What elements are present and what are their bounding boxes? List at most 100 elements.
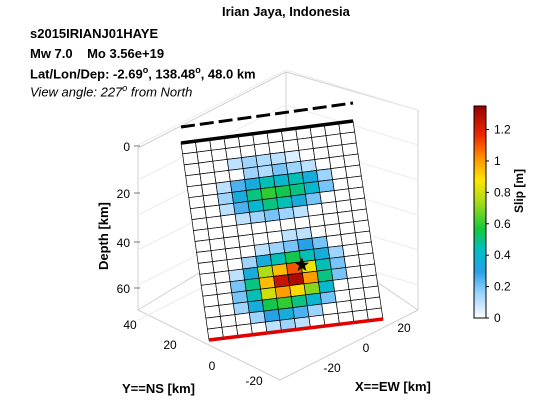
slip-cell: [296, 137, 314, 151]
slip-cell: [279, 217, 297, 232]
slip-cell: [244, 177, 262, 191]
slip-cell: [199, 272, 217, 286]
slip-cell: [268, 241, 286, 255]
slip-cell: [282, 138, 300, 153]
slip-cell: [216, 292, 234, 306]
slip-cell: [304, 192, 322, 206]
slip-cell: [328, 155, 346, 169]
location-line: Lat/Lon/Dep: -2.69o, 138.48o, 48.0 km: [30, 65, 256, 81]
slip-cell: [183, 162, 201, 177]
slip-cell: [293, 215, 311, 230]
slip-cell: [314, 257, 332, 272]
slip-cell: [223, 235, 241, 250]
slip-cell: [335, 300, 353, 314]
slip-cell: [340, 232, 358, 246]
slip-cell: [303, 281, 321, 296]
slip-cell: [258, 175, 276, 190]
slip-cell: [351, 208, 369, 223]
colorbar-tick-label: 1.2: [494, 123, 511, 137]
colorbar: 0 0.2 0.4 0.6 0.8 1 1.2: [473, 105, 511, 325]
slip-cell: [303, 181, 321, 195]
slip-cell: [255, 153, 273, 168]
lon-degree: o: [195, 65, 201, 75]
slip-cell: [185, 173, 202, 188]
slip-cell: [358, 252, 376, 267]
lat-value: Lat/Lon/Dep: -2.69: [30, 66, 143, 82]
slip-cell: [255, 254, 273, 268]
slip-cell: [271, 162, 289, 177]
slip-cell: [327, 144, 344, 158]
lat-degree: o: [142, 65, 149, 75]
slip-cell: [263, 308, 281, 323]
slip-cell: [284, 149, 302, 164]
slip-cell: [207, 226, 225, 241]
slip-cell: [196, 250, 213, 264]
lon-value: , 138.48: [148, 66, 196, 82]
slip-cell: [261, 297, 279, 312]
slip-cell: [302, 270, 319, 285]
slip-cell: [260, 186, 278, 200]
slip-cell: [346, 276, 364, 290]
colorbar-tick-label: 0.6: [494, 217, 511, 231]
slip-cell: [363, 285, 381, 300]
slip-cell: [252, 232, 270, 246]
slip-cell: [297, 237, 314, 252]
slip-cell: [182, 151, 199, 166]
slip-cell: [247, 199, 265, 213]
depth-axis-label: Depth [km]: [96, 202, 111, 270]
slip-cell: [285, 160, 303, 175]
slip-cell: [274, 184, 292, 199]
slip-cell: [311, 236, 329, 250]
fault-top-edge: [180, 119, 354, 145]
wall-gridline: [285, 69, 419, 111]
slip-cell: [269, 151, 287, 166]
slip-cell: [354, 230, 372, 245]
slip-cell: [272, 173, 290, 188]
slip-cell: [241, 255, 258, 270]
slip-cell: [213, 270, 231, 284]
slip-cell: [261, 197, 279, 211]
slip-cell: [257, 265, 274, 279]
ns-tick-label: 20: [163, 338, 177, 352]
slip-cell: [226, 257, 244, 272]
slip-cell: [277, 206, 295, 221]
slip-cell: [188, 195, 206, 210]
slip-cell: [269, 252, 287, 266]
slip-cell: [204, 204, 222, 219]
slip-cell: [316, 168, 334, 182]
slip-grid: [180, 120, 384, 341]
slip-cell: [359, 263, 377, 278]
slip-cell: [339, 131, 357, 146]
slip-cell: [282, 239, 300, 254]
slip-cell: [202, 294, 220, 308]
ew-tick-label: 0: [363, 341, 370, 355]
slip-cell: [334, 289, 352, 303]
slip-cell: [244, 277, 261, 292]
slip-cell: [276, 195, 294, 210]
slip-cell: [225, 246, 242, 261]
slip-cell: [348, 287, 366, 301]
slip-cell: [205, 215, 223, 230]
slip-cell: [325, 133, 343, 147]
depth-tick-label: 40: [117, 236, 131, 250]
slip-cell: [221, 224, 239, 239]
slip-cell: [215, 281, 233, 295]
slip-cell: [341, 142, 359, 157]
hypocenter-star: [294, 257, 310, 272]
slip-cell: [292, 204, 310, 219]
slip-cell: [329, 256, 347, 270]
slip-cell: [308, 214, 326, 228]
slip-cell: [356, 241, 374, 256]
slip-cell: [306, 203, 324, 217]
slip-cell: [198, 160, 215, 175]
slip-cell: [314, 157, 332, 171]
slip-cell: [189, 206, 207, 220]
slip-cell: [309, 225, 327, 239]
event-id: s2015IRIANJ01HAYE: [30, 26, 159, 41]
slip-cell: [345, 265, 363, 279]
slip-cell: [290, 294, 308, 308]
mo-value: Mo 3.56e+19: [87, 46, 165, 61]
slip-cell: [247, 299, 265, 314]
slip-cell: [215, 180, 233, 195]
slip-cell: [237, 233, 255, 248]
